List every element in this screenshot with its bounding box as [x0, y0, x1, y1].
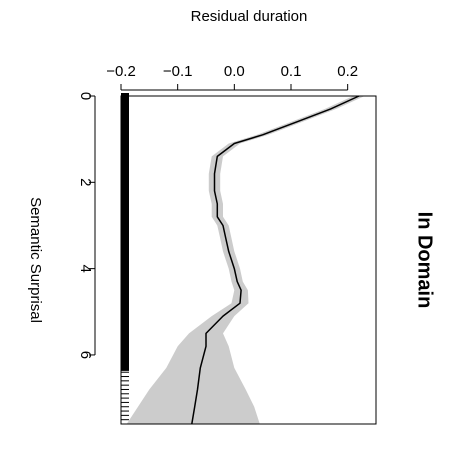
x-tick-label: 0.1	[281, 63, 302, 80]
y-axis-title: Semantic Surprisal	[27, 197, 44, 323]
y-tick-label: 6	[77, 351, 94, 359]
y-axis: 0 2 4 6	[77, 92, 96, 359]
x-tick-label: −0.1	[163, 63, 193, 80]
y-tick-label: 0	[77, 92, 94, 100]
confidence-band-layer	[126, 96, 365, 424]
confidence-band	[126, 96, 365, 424]
y-tick-label: 4	[77, 264, 94, 272]
smooth-line-layer	[191, 95, 360, 425]
panel-title: In Domain	[414, 212, 436, 309]
x-tick-label: 0.2	[337, 63, 358, 80]
x-axis-title: Residual duration	[191, 8, 308, 25]
y-tick-label: 2	[77, 178, 94, 186]
x-tick-label: 0.0	[224, 63, 245, 80]
smooth-line	[191, 95, 360, 425]
plot-frame	[120, 95, 377, 425]
rug-layer	[121, 93, 129, 421]
x-tick-label: −0.2	[106, 63, 136, 80]
x-axis: −0.2 −0.1 0.0 0.1 0.2	[106, 63, 358, 91]
